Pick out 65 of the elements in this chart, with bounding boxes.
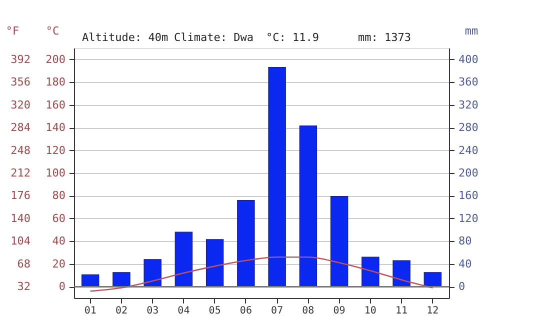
y-tick-label: 120 — [46, 144, 66, 157]
bar — [424, 272, 442, 287]
y-tick-label: 140 — [46, 121, 66, 134]
x-tick-label: 10 — [364, 306, 376, 316]
text: mm: 1373 — [358, 31, 411, 44]
line-series — [90, 256, 434, 292]
bar — [299, 126, 318, 287]
bar — [268, 67, 286, 287]
x-tick-label: 08 — [302, 306, 314, 316]
bar — [144, 259, 162, 287]
y2-tick-label: 0 — [458, 280, 466, 294]
y3-tick-label: 32 — [17, 280, 30, 294]
y2-tick-label: 200 — [458, 166, 478, 180]
y2-tick-label: 320 — [458, 98, 478, 112]
y-tick-label: 80 — [52, 189, 66, 202]
y-tick-label: 0 — [58, 280, 66, 294]
y-tick-label: 20 — [52, 257, 66, 270]
y3-tick-label: 212 — [10, 166, 30, 180]
y3-tick-label: 176 — [10, 189, 30, 202]
y3-tick-label: 68 — [17, 257, 30, 270]
x-tick-label: 04 — [178, 306, 190, 316]
y2-tick-label: 160 — [458, 189, 478, 202]
x-tick-label: 09 — [333, 306, 346, 316]
bar — [112, 272, 130, 287]
text: °C: 11.9 — [266, 31, 319, 44]
y2-tick-label: 120 — [458, 212, 478, 225]
y3-tick-label: 140 — [10, 212, 30, 225]
bar — [174, 232, 193, 287]
bar — [330, 196, 348, 287]
y3-tick-label: 320 — [10, 98, 30, 112]
y-tick-label: 60 — [52, 212, 66, 225]
y2-tick-label: 360 — [458, 76, 478, 89]
y-tick-label: 180 — [46, 76, 66, 89]
x-tick-label: 06 — [240, 306, 252, 316]
bar — [237, 200, 255, 287]
x-tick-label: 05 — [208, 306, 221, 316]
y3-tick-label: 356 — [10, 76, 30, 89]
y3-axis-title: °F — [6, 24, 20, 38]
y-tick-label: 160 — [46, 98, 66, 112]
x-tick-label: 07 — [271, 306, 284, 316]
bar — [81, 274, 100, 287]
x-tick-label: 11 — [396, 306, 408, 316]
y3-tick-label: 284 — [10, 121, 31, 134]
text: Altitude: 40m — [82, 31, 168, 44]
text: Climate: Dwa — [174, 31, 254, 44]
y2-tick-label: 400 — [458, 52, 478, 66]
y3-tick-label: 392 — [10, 52, 30, 66]
x-tick-label: 02 — [115, 306, 128, 316]
y-axis-title: °C — [46, 24, 60, 38]
x-tick-label: 01 — [84, 306, 96, 316]
y2-tick-label: 40 — [458, 257, 472, 270]
x-tick-label: 03 — [146, 306, 159, 316]
x-tick-label: 12 — [426, 306, 439, 316]
y-tick-label: 40 — [52, 234, 66, 248]
y-tick-label: 200 — [46, 52, 66, 66]
bar — [392, 260, 410, 287]
y-tick-label: 100 — [46, 166, 66, 180]
bar — [206, 239, 224, 287]
y3-tick-label: 248 — [10, 144, 30, 157]
bar — [362, 256, 380, 287]
y2-tick-label: 80 — [458, 234, 472, 248]
y3-tick-label: 104 — [10, 234, 31, 248]
y2-tick-label: 280 — [458, 121, 478, 134]
y2-tick-label: 240 — [458, 144, 478, 157]
y2-axis-title: mm — [464, 24, 478, 38]
